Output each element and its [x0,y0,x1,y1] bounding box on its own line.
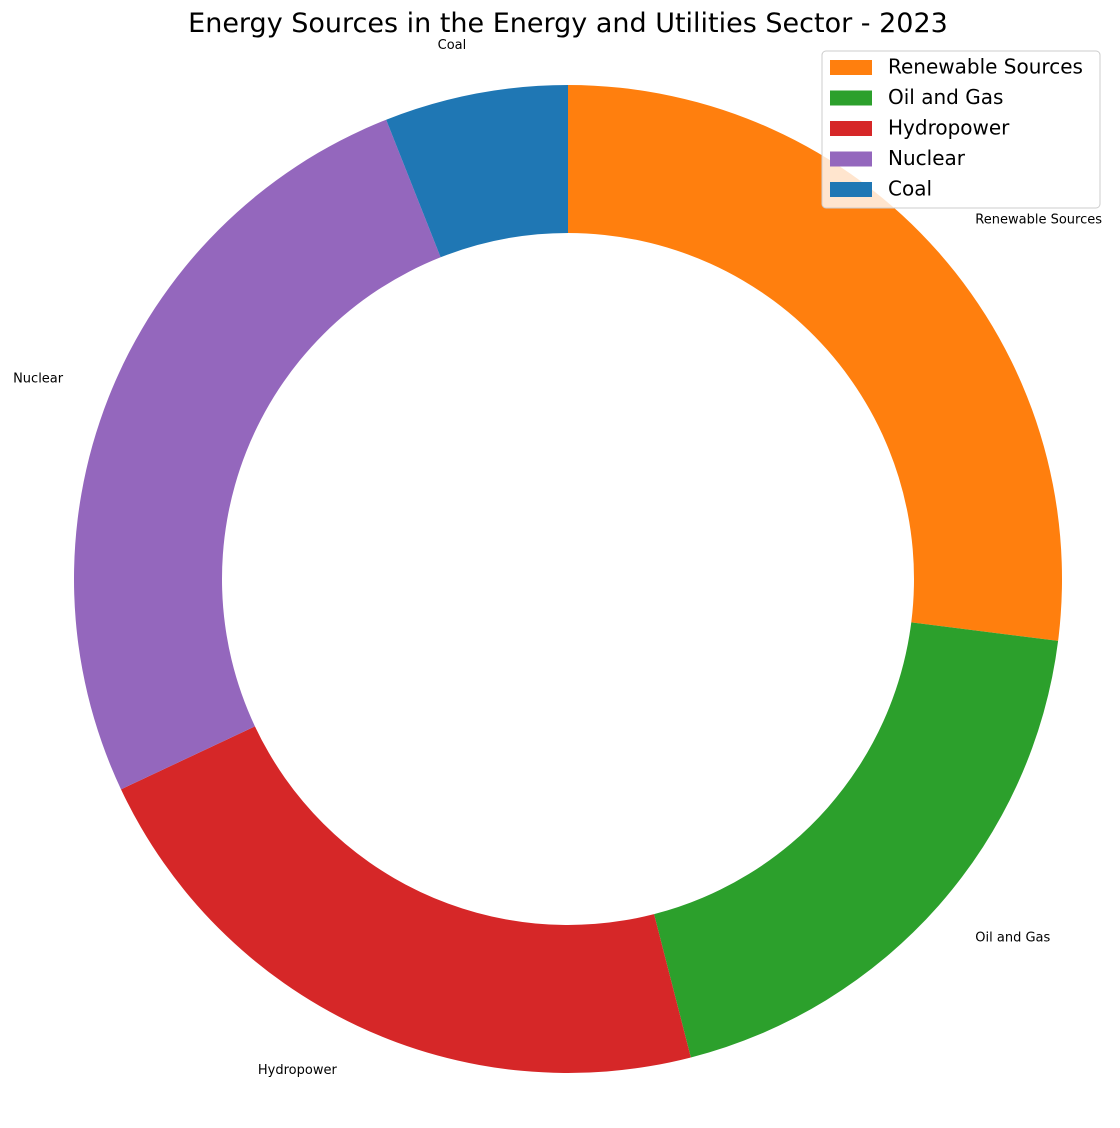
slice-labels: Renewable Sources Oil and Gas Hydropower Nu… [13,38,1102,1078]
legend-swatch-nuclear [830,151,872,167]
legend-swatch-coal [830,182,872,197]
slice-label-coal: Coal [438,38,467,53]
legend-frame [821,50,1101,209]
legend-label-hydropower: Hydropower [888,116,1010,140]
slice-label-nuclear: Nuclear [13,372,64,387]
legend-label-nuclear: Nuclear [888,146,966,170]
legend-label-oil-and-gas: Oil and Gas [888,85,1003,109]
slice-renewable-sources [568,85,1062,641]
donut-slices [74,85,1062,1073]
legend-swatch-oil-and-gas [830,90,872,106]
slice-label-renewable-sources: Renewable Sources [975,212,1102,227]
slice-coal [386,85,568,258]
legend-label-coal: Coal [888,177,932,201]
slice-nuclear [74,119,441,790]
legend: Renewable Sources Oil and Gas Hydropower Nu… [821,50,1101,209]
slice-hydropower [121,726,691,1073]
slice-label-oil-and-gas: Oil and Gas [975,931,1050,946]
legend-items: Renewable Sources Oil and Gas Hydropower Nu… [830,55,1083,201]
legend-swatch-renewable-sources [830,60,872,75]
slice-label-hydropower: Hydropower [258,1063,338,1078]
legend-label-renewable-sources: Renewable Sources [888,55,1083,79]
slice-oil-and-gas [654,622,1059,1058]
chart-title: Energy Sources in the Energy and Utiliti… [188,8,948,39]
legend-swatch-hydropower [830,121,872,136]
